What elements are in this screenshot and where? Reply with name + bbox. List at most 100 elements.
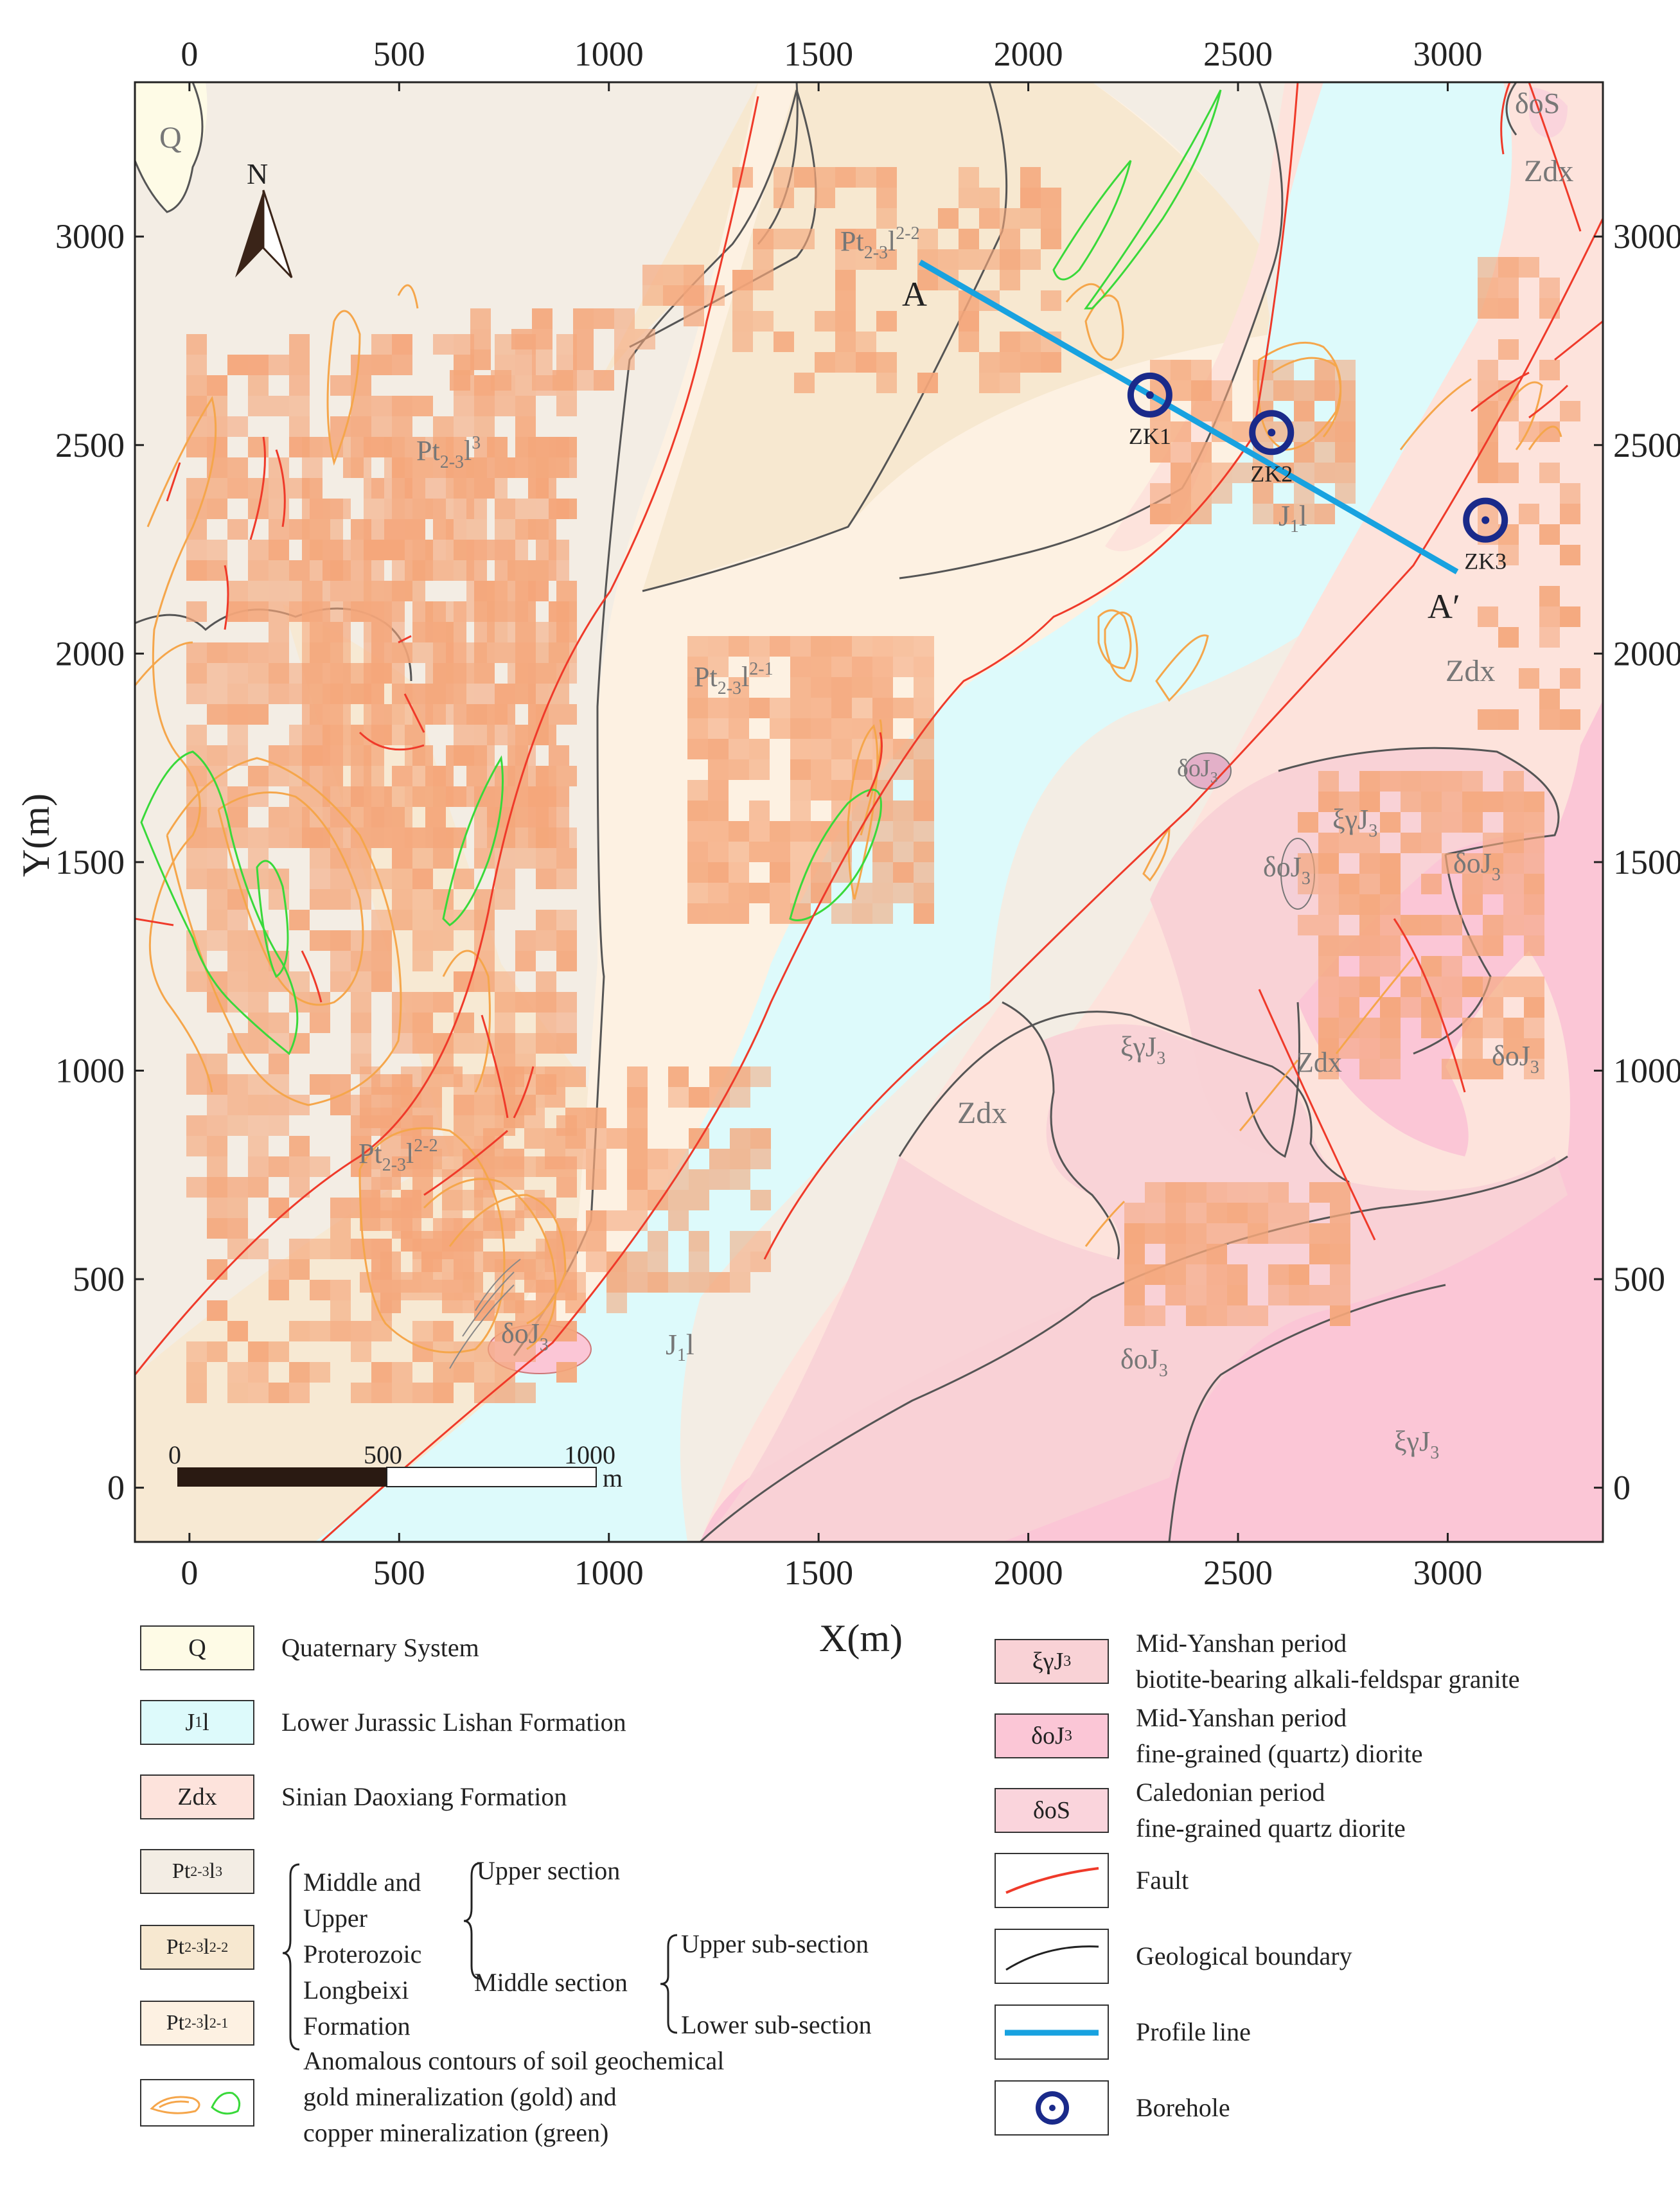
anomaly-cell [586,1149,606,1169]
anomaly-cell [856,249,876,270]
anomaly-cell [364,622,384,642]
anomaly-cell [207,1136,227,1156]
anomaly-cell [1539,627,1560,648]
anomaly-cell [466,745,487,766]
anomaly-cell [384,519,405,540]
anomaly-cell [186,355,207,375]
geological-map: ZK1 ZK2 ZK3 Q δoS Zdx Zdx Zdx Zdx Pt2-3l3 … [15,35,1680,1659]
unit-labels: Q δoS Zdx Zdx Zdx Zdx Pt2-3l3 Pt2-3l2-2 … [159,87,1573,1463]
anomaly-cell [979,373,1000,393]
legend-item-borehole: Borehole [995,2080,1230,2136]
anomaly-cell [433,848,454,869]
anomaly-cell [248,1095,269,1115]
anomaly-cell [524,1252,545,1272]
anomaly-cell [556,848,577,869]
anomaly-cell [536,1013,556,1033]
anomaly-cell [586,1231,606,1252]
anomaly-cell [1298,874,1318,894]
anomaly-cell [528,684,549,704]
anomaly-cell [914,636,934,657]
anomaly-cell [1248,1223,1268,1244]
anomaly-cell [248,1136,269,1156]
anomaly-cell [364,725,384,745]
unit-dos-area [1529,87,1568,138]
anomaly-cell [1524,935,1544,956]
label-zdx-left: Zdx [957,1096,1007,1130]
anomaly-cell [433,930,454,951]
anomaly-cell [1442,977,1462,997]
anomaly-cell [248,1341,269,1362]
anomaly-cell [642,265,663,285]
anomaly-cell [565,1272,586,1293]
anomaly-cell [1359,792,1380,812]
anomaly-cell [343,786,364,807]
anomaly-cell [392,766,412,786]
anomaly-cell [474,663,495,684]
anomaly-cell [708,657,729,677]
anomaly-cell [1041,208,1061,229]
anomaly-cell [491,370,511,391]
anomaly-cell [330,951,351,971]
anomaly-cell [227,971,248,992]
anomaly-cell [1478,278,1498,298]
legend-swatch-profile [995,2004,1109,2060]
anomaly-cell [1248,1305,1268,1326]
anomaly-cell [1207,1285,1227,1305]
anomaly-cell [549,622,569,642]
anomaly-cell [1401,915,1421,935]
legend-swatch-doj3: δoJ 3 [995,1713,1109,1758]
anomaly-cell [466,560,487,581]
anomaly-cell [852,636,872,657]
anomaly-cell [532,370,553,391]
anomaly-cell [207,437,227,457]
y-tick-label-right: 1000 [1613,1051,1680,1090]
anomaly-cell [750,1128,771,1149]
anomaly-cell [815,188,835,208]
anomaly-cell [289,1033,310,1054]
anomaly-cell [1020,208,1041,229]
anomaly-cell [648,1272,668,1293]
anomaly-cell [730,1272,750,1293]
anomaly-cell [1207,1305,1227,1326]
anomaly-cell [1268,1264,1289,1285]
anomaly-cell [371,396,392,416]
anomaly-cell [474,1341,495,1362]
anomaly-cell [770,718,790,739]
anomaly-cell [446,663,466,684]
anomaly-cell [979,352,1000,373]
anomaly-cell [463,1231,483,1252]
anomaly-cell [1380,997,1401,1018]
anomaly-cell [405,827,425,848]
anomaly-cell [1318,833,1339,853]
y-tick-label-right: 500 [1613,1260,1665,1298]
anomaly-cell [446,684,466,704]
anomaly-cell [401,1149,421,1169]
unit-pt-l22-top [642,82,1272,591]
anomaly-cell [364,499,384,519]
small-lines [449,1259,521,1369]
legend-swatch-boundary [995,1929,1109,1984]
scale-bar: 0 500 1000 m [168,1440,623,1492]
anomaly-cell [495,889,515,910]
anomaly-cell [1124,1203,1145,1223]
anomaly-cell [959,167,979,188]
anomaly-cell [1503,1018,1524,1038]
anomaly-cell [1401,792,1421,812]
anomaly-cell [614,329,635,349]
anomaly-cell [474,1362,495,1383]
anomaly-cell [330,375,351,396]
anomaly-cell [1539,278,1560,298]
anomaly-cell [207,560,227,581]
anomaly-cell [269,1383,289,1403]
anomaly-cell [1524,833,1544,853]
y-tick-label-right: 0 [1613,1469,1631,1507]
anomaly-cell [310,1156,330,1177]
anomaly-cell [323,745,343,766]
anomaly-cell [248,478,269,499]
x-tick-label-top: 500 [373,35,425,73]
anomaly-cell [412,1321,433,1341]
anomaly-cell [876,167,897,188]
anomaly-cell [1462,874,1483,894]
anomaly-cell [463,1190,483,1210]
anomaly-cell [1124,1285,1145,1305]
